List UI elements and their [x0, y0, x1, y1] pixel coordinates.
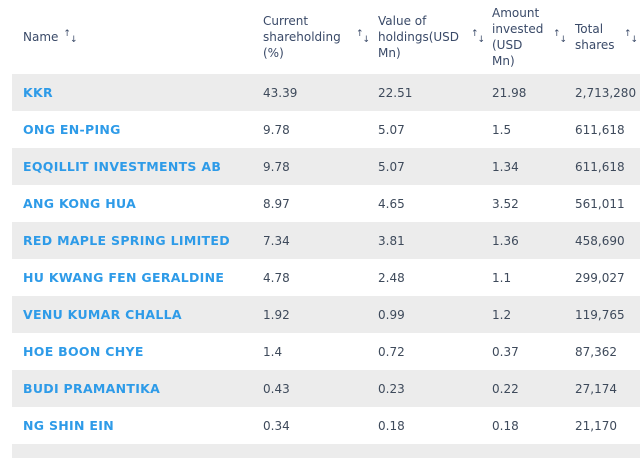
- sort-icon[interactable]: ↑ ↓: [63, 28, 78, 45]
- current-shareholding-cell: 43.39: [263, 85, 298, 100]
- value-of-holdings-cell: 2.48: [378, 270, 405, 285]
- shareholder-name-link[interactable]: NG SHIN EIN: [23, 418, 114, 433]
- current-shareholding-cell: 1.4: [263, 344, 283, 359]
- table-row[interactable]: EQQILLIT INVESTMENTS AB 9.78 5.07 1.34 6…: [12, 148, 640, 185]
- sort-up-icon: ↑: [356, 28, 364, 39]
- sort-icon[interactable]: ↑ ↓: [356, 28, 371, 45]
- shareholder-name-link[interactable]: EQQILLIT INVESTMENTS AB: [23, 159, 222, 174]
- total-shares-cell: 27,174: [575, 381, 617, 396]
- sort-down-icon: ↓: [630, 34, 639, 45]
- value-of-holdings-cell: 0.23: [378, 381, 405, 396]
- table-row[interactable]: HOE BOON CHYE 1.4 0.72 0.37 87,362: [12, 333, 640, 370]
- value-of-holdings-cell: 5.07: [378, 159, 405, 174]
- total-shares-cell: 611,618: [575, 122, 625, 137]
- current-shareholding-cell: 9.78: [263, 159, 290, 174]
- sort-down-icon: ↓: [362, 34, 371, 45]
- column-header-total-shares[interactable]: Total shares ↑ ↓: [575, 21, 640, 53]
- total-shares-cell: 561,011: [575, 196, 625, 211]
- table-row-partial: [12, 444, 640, 458]
- total-shares-cell: 87,362: [575, 344, 617, 359]
- column-header-label: Value of holdings(USD Mn): [378, 14, 460, 60]
- sort-up-icon: ↑: [624, 28, 632, 39]
- shareholder-name-link[interactable]: ANG KONG HUA: [23, 196, 137, 211]
- shareholder-name-link[interactable]: BUDI PRAMANTIKA: [23, 381, 161, 396]
- total-shares-cell: 21,170: [575, 418, 617, 433]
- amount-invested-cell: 1.5: [492, 122, 512, 137]
- amount-invested-cell: 1.1: [492, 270, 512, 285]
- table-row[interactable]: KKR 43.39 22.51 21.98 2,713,280: [12, 74, 640, 111]
- sort-down-icon: ↓: [559, 34, 568, 45]
- sort-up-icon: ↑: [471, 28, 479, 39]
- sort-down-icon: ↓: [477, 34, 486, 45]
- current-shareholding-cell: 0.43: [263, 381, 290, 396]
- table-row[interactable]: VENU KUMAR CHALLA 1.92 0.99 1.2 119,765: [12, 296, 640, 333]
- amount-invested-cell: 21.98: [492, 85, 527, 100]
- total-shares-cell: 119,765: [575, 307, 625, 322]
- current-shareholding-cell: 1.92: [263, 307, 290, 322]
- sort-icon[interactable]: ↑ ↓: [471, 28, 486, 45]
- shareholder-name-link[interactable]: HOE BOON CHYE: [23, 344, 144, 359]
- table-row[interactable]: HU KWANG FEN GERALDINE 4.78 2.48 1.1 299…: [12, 259, 640, 296]
- table-row[interactable]: BUDI PRAMANTIKA 0.43 0.23 0.22 27,174: [12, 370, 640, 407]
- amount-invested-cell: 0.18: [492, 418, 519, 433]
- column-header-label: Current shareholding (%): [263, 14, 341, 60]
- shareholder-name-link[interactable]: KKR: [23, 85, 53, 100]
- value-of-holdings-cell: 0.72: [378, 344, 405, 359]
- sort-up-icon: ↑: [553, 28, 561, 39]
- column-header-label: Amount invested (USD Mn): [492, 6, 544, 68]
- value-of-holdings-cell: 0.18: [378, 418, 405, 433]
- table-row[interactable]: ONG EN-PING 9.78 5.07 1.5 611,618: [12, 111, 640, 148]
- value-of-holdings-cell: 3.81: [378, 233, 405, 248]
- table-row[interactable]: ANG KONG HUA 8.97 4.65 3.52 561,011: [12, 185, 640, 222]
- amount-invested-cell: 3.52: [492, 196, 519, 211]
- shareholder-name-link[interactable]: VENU KUMAR CHALLA: [23, 307, 182, 322]
- current-shareholding-cell: 8.97: [263, 196, 290, 211]
- column-header-current-shareholding[interactable]: Current shareholding (%) ↑ ↓: [263, 13, 378, 61]
- table-body: KKR 43.39 22.51 21.98 2,713,280 ONG EN-P…: [12, 74, 640, 444]
- total-shares-cell: 611,618: [575, 159, 625, 174]
- amount-invested-cell: 0.37: [492, 344, 519, 359]
- column-header-label: Total shares: [575, 22, 615, 52]
- table-header-row: Name ↑ ↓ Current shareholding (%) ↑ ↓ Valu…: [12, 0, 640, 74]
- current-shareholding-cell: 4.78: [263, 270, 290, 285]
- current-shareholding-cell: 7.34: [263, 233, 290, 248]
- value-of-holdings-cell: 5.07: [378, 122, 405, 137]
- amount-invested-cell: 0.22: [492, 381, 519, 396]
- total-shares-cell: 2,713,280: [575, 85, 637, 100]
- sort-icon[interactable]: ↑ ↓: [553, 28, 568, 45]
- column-header-label: Name: [23, 30, 59, 44]
- total-shares-cell: 458,690: [575, 233, 625, 248]
- value-of-holdings-cell: 22.51: [378, 85, 413, 100]
- current-shareholding-cell: 9.78: [263, 122, 290, 137]
- column-header-amount-invested[interactable]: Amount invested (USD Mn) ↑ ↓: [492, 5, 575, 69]
- sort-up-icon: ↑: [63, 28, 71, 39]
- sort-icon[interactable]: ↑ ↓: [624, 28, 639, 45]
- current-shareholding-cell: 0.34: [263, 418, 290, 433]
- column-header-name[interactable]: Name ↑ ↓: [12, 29, 263, 45]
- amount-invested-cell: 1.2: [492, 307, 512, 322]
- total-shares-cell: 299,027: [575, 270, 625, 285]
- shareholder-name-link[interactable]: HU KWANG FEN GERALDINE: [23, 270, 225, 285]
- amount-invested-cell: 1.34: [492, 159, 519, 174]
- table-row[interactable]: NG SHIN EIN 0.34 0.18 0.18 21,170: [12, 407, 640, 444]
- shareholder-name-link[interactable]: RED MAPLE SPRING LIMITED: [23, 233, 230, 248]
- value-of-holdings-cell: 0.99: [378, 307, 405, 322]
- shareholder-name-link[interactable]: ONG EN-PING: [23, 122, 121, 137]
- shareholders-table: Name ↑ ↓ Current shareholding (%) ↑ ↓ Valu…: [12, 0, 640, 458]
- amount-invested-cell: 1.36: [492, 233, 519, 248]
- sort-down-icon: ↓: [69, 34, 78, 45]
- column-header-value-of-holdings[interactable]: Value of holdings(USD Mn) ↑ ↓: [378, 13, 492, 61]
- table-row[interactable]: RED MAPLE SPRING LIMITED 7.34 3.81 1.36 …: [12, 222, 640, 259]
- value-of-holdings-cell: 4.65: [378, 196, 405, 211]
